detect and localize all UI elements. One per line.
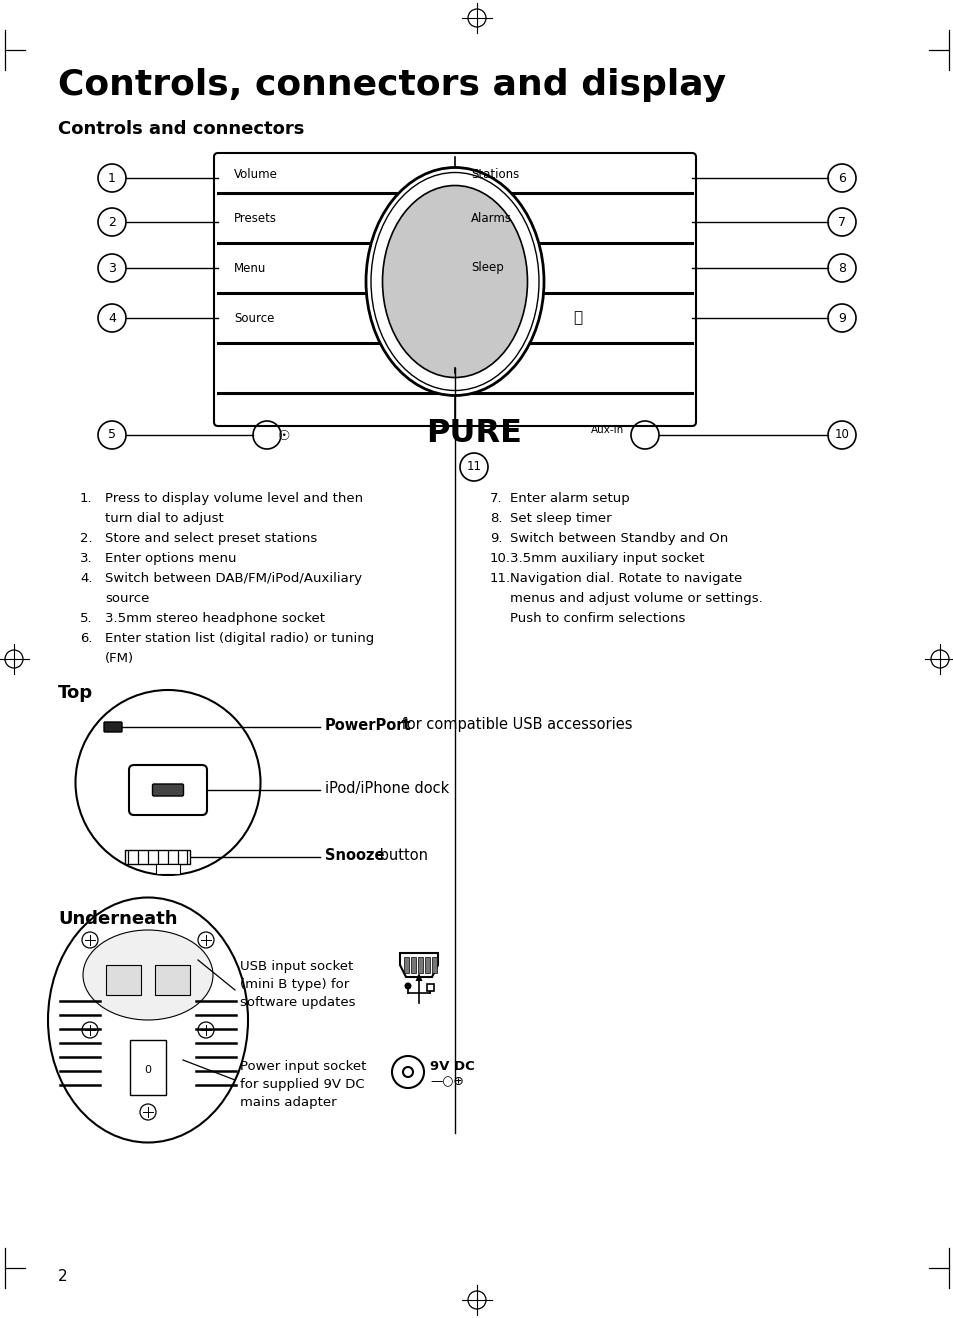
Text: (FM): (FM) xyxy=(105,652,134,666)
Text: PURE: PURE xyxy=(426,418,521,448)
Text: 11: 11 xyxy=(466,460,481,473)
Text: PowerPort: PowerPort xyxy=(325,717,411,733)
Text: 2: 2 xyxy=(58,1269,68,1284)
Text: 3.5mm stereo headphone socket: 3.5mm stereo headphone socket xyxy=(105,612,325,625)
Text: Source: Source xyxy=(233,311,274,324)
Text: source: source xyxy=(105,592,150,605)
Text: ⏻: ⏻ xyxy=(573,311,582,326)
Text: menus and adjust volume or settings.: menus and adjust volume or settings. xyxy=(510,592,762,605)
Text: Volume: Volume xyxy=(233,169,277,182)
Text: Store and select preset stations: Store and select preset stations xyxy=(105,532,317,546)
Text: 9.: 9. xyxy=(490,532,502,546)
Text: for compatible USB accessories: for compatible USB accessories xyxy=(396,717,632,733)
Text: 3: 3 xyxy=(108,261,116,274)
Ellipse shape xyxy=(366,167,543,395)
Text: Enter station list (digital radio) or tuning: Enter station list (digital radio) or tu… xyxy=(105,633,374,645)
Bar xyxy=(427,985,434,991)
Text: Menu: Menu xyxy=(233,261,266,274)
Bar xyxy=(156,865,180,874)
Text: 1: 1 xyxy=(108,171,116,185)
Bar xyxy=(432,957,436,973)
Text: Enter options menu: Enter options menu xyxy=(105,552,236,565)
Text: 2: 2 xyxy=(108,216,116,228)
Text: 2.: 2. xyxy=(80,532,92,546)
FancyBboxPatch shape xyxy=(129,764,207,815)
Text: 4.: 4. xyxy=(80,572,92,585)
Text: Controls, connectors and display: Controls, connectors and display xyxy=(58,69,725,101)
Text: 3.5mm auxiliary input socket: 3.5mm auxiliary input socket xyxy=(510,552,703,565)
Bar xyxy=(417,957,422,973)
Text: Stations: Stations xyxy=(471,169,518,182)
Bar xyxy=(126,850,191,865)
Text: 0: 0 xyxy=(144,1065,152,1075)
Text: USB input socket
(mini B type) for
software updates: USB input socket (mini B type) for softw… xyxy=(240,960,355,1010)
Text: 9: 9 xyxy=(837,311,845,324)
Bar xyxy=(106,965,141,995)
Polygon shape xyxy=(416,973,422,981)
Text: Switch between Standby and On: Switch between Standby and On xyxy=(510,532,727,546)
Text: Presets: Presets xyxy=(233,211,276,224)
Polygon shape xyxy=(399,953,437,977)
Bar xyxy=(154,965,190,995)
FancyBboxPatch shape xyxy=(104,722,122,731)
Text: 8.: 8. xyxy=(490,511,502,525)
Text: 10: 10 xyxy=(834,428,848,442)
Text: 6.: 6. xyxy=(80,633,92,645)
Text: Sleep: Sleep xyxy=(471,261,503,274)
Bar xyxy=(411,957,416,973)
Text: 7.: 7. xyxy=(490,492,502,505)
Text: 5: 5 xyxy=(108,428,116,442)
FancyBboxPatch shape xyxy=(213,153,696,426)
Text: 4: 4 xyxy=(108,311,116,324)
Text: Controls and connectors: Controls and connectors xyxy=(58,120,304,138)
Text: button: button xyxy=(375,847,428,862)
Text: Power input socket
for supplied 9V DC
mains adapter: Power input socket for supplied 9V DC ma… xyxy=(240,1060,366,1108)
Text: 8: 8 xyxy=(837,261,845,274)
Text: Set sleep timer: Set sleep timer xyxy=(510,511,611,525)
Text: 6: 6 xyxy=(837,171,845,185)
Ellipse shape xyxy=(382,186,527,377)
Text: Navigation dial. Rotate to navigate: Navigation dial. Rotate to navigate xyxy=(510,572,741,585)
Text: Snooze: Snooze xyxy=(325,847,384,862)
Ellipse shape xyxy=(83,931,213,1020)
Bar xyxy=(424,957,430,973)
Text: Alarms: Alarms xyxy=(471,211,512,224)
Text: 7: 7 xyxy=(837,216,845,228)
Text: Push to confirm selections: Push to confirm selections xyxy=(510,612,684,625)
Text: turn dial to adjust: turn dial to adjust xyxy=(105,511,224,525)
Text: Press to display volume level and then: Press to display volume level and then xyxy=(105,492,363,505)
Text: 1.: 1. xyxy=(80,492,92,505)
Text: 3.: 3. xyxy=(80,552,92,565)
Circle shape xyxy=(404,982,411,990)
Ellipse shape xyxy=(48,898,248,1143)
Text: ☉: ☉ xyxy=(277,428,290,443)
Text: iPod/iPhone dock: iPod/iPhone dock xyxy=(325,780,449,796)
Text: 9V DC: 9V DC xyxy=(430,1060,475,1073)
Ellipse shape xyxy=(75,691,260,875)
Text: —○⊕: —○⊕ xyxy=(430,1075,463,1089)
FancyBboxPatch shape xyxy=(152,784,183,796)
Bar xyxy=(403,957,409,973)
Text: Underneath: Underneath xyxy=(58,909,177,928)
Text: 11.: 11. xyxy=(490,572,511,585)
Bar xyxy=(130,1040,166,1095)
Text: 5.: 5. xyxy=(80,612,92,625)
Text: 10.: 10. xyxy=(490,552,511,565)
Text: Aux-in: Aux-in xyxy=(591,424,624,435)
Ellipse shape xyxy=(371,173,538,390)
Text: Top: Top xyxy=(58,684,93,702)
Text: Switch between DAB/FM/iPod/Auxiliary: Switch between DAB/FM/iPod/Auxiliary xyxy=(105,572,362,585)
Text: Enter alarm setup: Enter alarm setup xyxy=(510,492,629,505)
